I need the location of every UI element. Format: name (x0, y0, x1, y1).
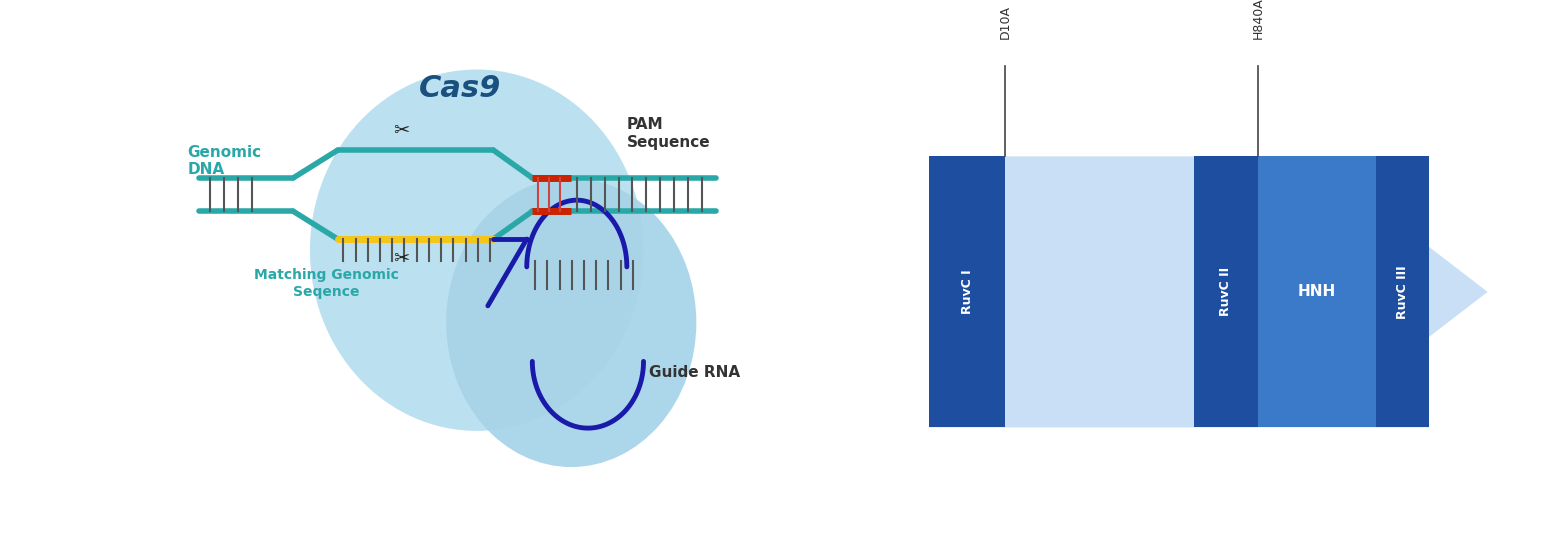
Text: Cas9: Cas9 (420, 75, 502, 103)
FancyBboxPatch shape (1259, 156, 1376, 428)
Text: Guide RNA: Guide RNA (649, 365, 740, 380)
Text: ✂: ✂ (393, 121, 410, 140)
FancyBboxPatch shape (1194, 156, 1259, 428)
Text: ✂: ✂ (393, 249, 410, 268)
Ellipse shape (310, 70, 644, 431)
Text: RuvC III: RuvC III (1396, 265, 1409, 319)
Text: D10A: D10A (998, 5, 1012, 39)
Text: Matching Genomic
Seqence: Matching Genomic Seqence (254, 269, 399, 299)
Text: Genomic
DNA: Genomic DNA (187, 145, 262, 177)
Text: RuvC I: RuvC I (961, 270, 974, 314)
Ellipse shape (446, 178, 697, 467)
Text: HNH: HNH (1297, 285, 1336, 299)
FancyBboxPatch shape (929, 156, 1005, 428)
Text: H840A: H840A (1252, 0, 1265, 39)
Polygon shape (929, 156, 1488, 428)
Text: PAM
Sequence: PAM Sequence (627, 117, 711, 150)
Text: RuvC II: RuvC II (1220, 267, 1232, 316)
FancyBboxPatch shape (1376, 156, 1429, 428)
